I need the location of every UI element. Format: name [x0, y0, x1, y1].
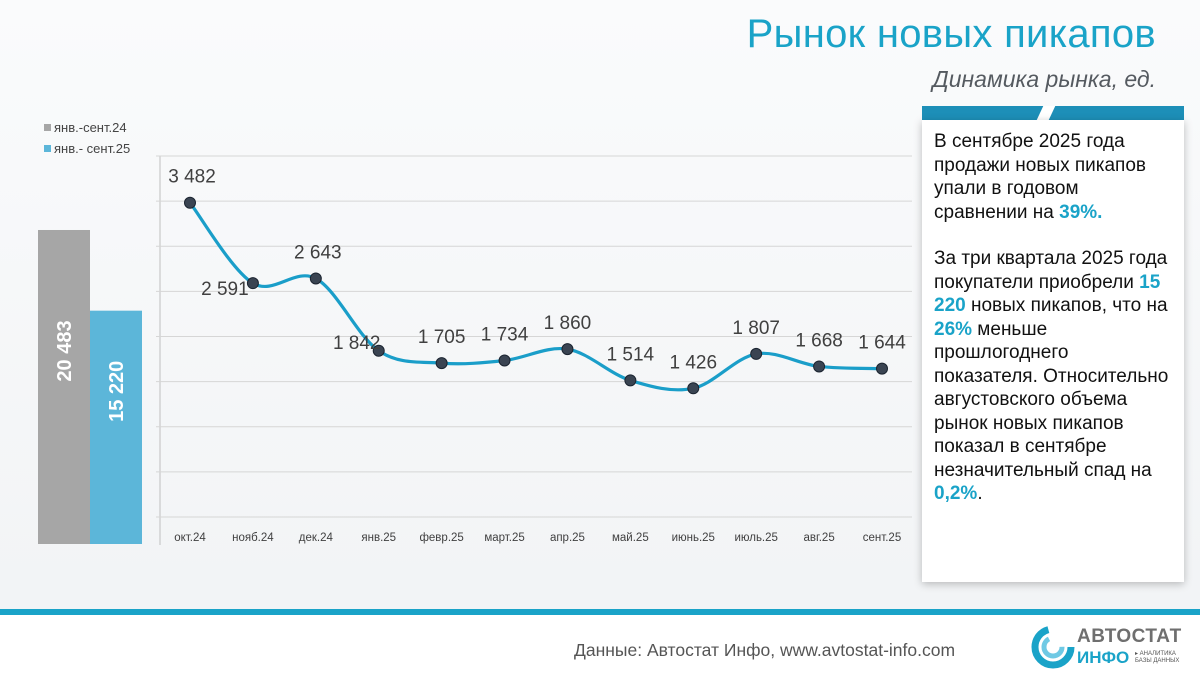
x-tick-label: апр.25 [550, 532, 585, 544]
data-point [246, 277, 259, 290]
side-panel [922, 120, 1184, 582]
data-point [813, 360, 826, 373]
legend-label-2024: янв.-сент.24 [54, 120, 127, 135]
x-tick-label: авг.25 [803, 532, 834, 544]
chart-legend: янв.-сент.24 янв.- сент.25 [44, 117, 130, 159]
page-title: Рынок новых пикапов [746, 12, 1156, 56]
side-p2-d: . [977, 483, 983, 504]
side-panel-tab [922, 106, 1184, 120]
side-p1-text: В сентябре 2025 года продажи новых пикап… [934, 131, 1146, 223]
series-line [188, 201, 883, 392]
side-p2-b: новых пикапов, что на [965, 295, 1168, 316]
data-point [184, 196, 196, 209]
data-point [498, 354, 511, 367]
data-label: 2 591 [201, 279, 249, 300]
summary-bar-label-1: 15 220 [106, 361, 128, 422]
data-label: 1 514 [607, 344, 655, 365]
bottom-accent-bar [0, 609, 1200, 615]
footer [0, 615, 1200, 678]
x-tick-label: сент.25 [863, 532, 901, 544]
data-source: Данные: Автостат Инфо, www.avtostat-info… [574, 640, 956, 660]
summary-bar-label-0: 20 483 [54, 320, 76, 381]
side-paragraph-1: В сентябре 2025 года продажи новых пикап… [934, 130, 1174, 224]
data-label: 1 705 [418, 327, 466, 348]
summary-bar-1 [90, 310, 142, 544]
x-tick-label: дек.24 [299, 532, 334, 544]
side-p2-c: меньше прошлогоднего показателя. Относит… [934, 318, 1169, 481]
x-tick-label: окт.24 [174, 532, 206, 544]
data-point [624, 374, 637, 387]
summary-bar-0 [38, 229, 90, 544]
data-point [372, 344, 385, 357]
data-point [750, 347, 763, 360]
data-point [687, 382, 700, 395]
x-tick-label: май.25 [612, 532, 649, 544]
data-label: 1 842 [333, 333, 381, 354]
side-panel-text: В сентябре 2025 года продажи новых пикап… [934, 130, 1174, 506]
avtostat-logo-icon [1031, 625, 1075, 669]
data-point [309, 272, 322, 285]
side-p2-highlight-percent: 26% [934, 318, 973, 340]
x-tick-label: февр.25 [419, 532, 463, 544]
data-label: 1 426 [669, 352, 717, 373]
data-label: 1 860 [544, 313, 592, 334]
side-p2-highlight-total: 15 220 [934, 271, 1161, 317]
x-tick-label: янв.25 [361, 532, 396, 544]
data-label: 3 482 [168, 167, 216, 188]
x-tick-label: июнь.25 [672, 532, 715, 544]
legend-label-2025: янв.- сент.25 [54, 141, 131, 156]
side-paragraph-2: За три квартала 2025 года покупатели при… [934, 247, 1174, 506]
page-subtitle: Динамика рынка, ед. [932, 66, 1156, 92]
data-label: 1 734 [481, 325, 529, 346]
x-tick-label: нояб.24 [232, 532, 274, 544]
side-p2-a: За три квартала 2025 года покупатели при… [934, 248, 1168, 293]
x-tick-label: март.25 [484, 532, 524, 544]
legend-swatch-2024 [44, 124, 51, 131]
side-p1-highlight: 39%. [1059, 201, 1103, 223]
data-label: 1 644 [858, 333, 906, 354]
data-label: 1 668 [795, 330, 843, 351]
data-label: 1 807 [732, 318, 780, 339]
side-p2-highlight-change: 0,2% [934, 483, 978, 504]
logo-wordmark-line1: АВТОСТАТ [1077, 626, 1182, 647]
logo-wordmark-line2: ИНФО [1077, 648, 1130, 667]
legend-swatch-2025 [44, 145, 51, 152]
legend-item-2025: янв.- сент.25 [44, 138, 130, 159]
data-point [435, 357, 448, 370]
legend-item-2024: янв.-сент.24 [44, 117, 130, 138]
x-tick-label: июль.25 [734, 532, 777, 544]
data-point [561, 343, 574, 356]
data-point [876, 362, 888, 375]
data-label: 2 643 [294, 242, 342, 263]
logo-tagline: ▸ АНАЛИТИКА БАЗЫ ДАННЫХ [1135, 651, 1180, 664]
